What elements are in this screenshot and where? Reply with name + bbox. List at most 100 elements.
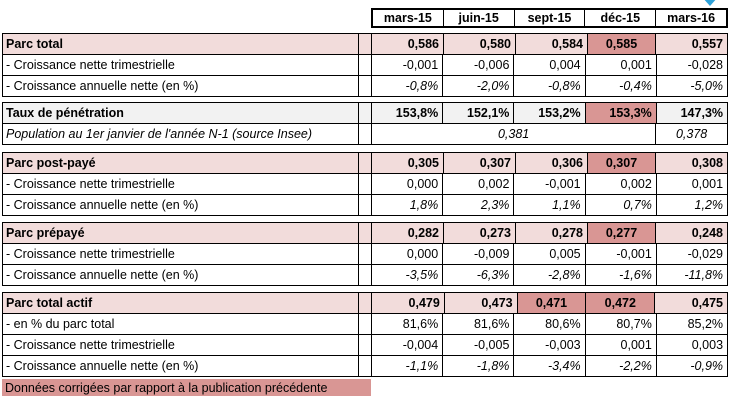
spacer-cell [358,55,371,75]
section-parc-total: Parc total 0,586 0,580 0,584 0,585 0,557… [2,33,728,97]
spacer-cell [358,223,371,243]
row-label: Parc total actif [3,293,358,313]
value-cell: -0,001 [371,55,442,75]
spacer-cell [358,314,371,334]
value-cell: -0,9% [655,356,727,376]
row-label: Parc post-payé [3,153,358,173]
column-header-row: mars-15 juin-15 sept-15 déc-15 mars-16 [371,8,728,28]
section-parc-post-paye: Parc post-payé 0,305 0,307 0,306 0,307 0… [2,152,728,216]
value-cell: 0,473 [443,293,517,313]
value-cell: 0,002 [584,174,656,194]
value-cell: -0,8% [371,76,442,96]
column-header-mars-16: mars-16 [655,10,726,26]
spacer-cell [358,174,371,194]
value-cell: 153,2% [513,103,585,123]
table-row: Taux de pénétration 153,8% 152,1% 153,2%… [3,103,728,123]
spacer-cell [358,356,371,376]
row-label: - Croissance nette trimestrielle [6,58,175,72]
value-cell: -1,8% [442,356,513,376]
row-label: - en % du parc total [6,317,115,331]
value-cell: 0,000 [371,174,442,194]
row-label: - Croissance annuelle nette (en %) [6,268,199,282]
value-cell: 0,278 [515,223,587,243]
value-cell: 0,001 [655,174,727,194]
spacer-cell [358,244,371,264]
table-row: - Croissance nette trimestrielle -0,001 … [3,54,727,75]
value-cell: 0,557 [655,34,727,54]
value-cell: 1,8% [371,195,442,215]
column-header-juin-15: juin-15 [442,10,514,26]
spacer-cell [358,293,371,313]
table-row: - Croissance annuelle nette (en %) 1,8% … [3,194,727,215]
corrected-value-cell: 0,585 [587,34,655,54]
spacer-cell [358,335,371,355]
section-taux-de-penetration: Taux de pénétration 153,8% 152,1% 153,2%… [2,102,728,145]
value-cell: -3,5% [371,265,442,285]
value-cell: -0,003 [513,335,584,355]
value-cell: 0,308 [655,153,727,173]
value-cell: 0,586 [371,34,443,54]
value-cell: -3,4% [513,356,584,376]
value-cell: -1,6% [584,265,656,285]
value-cell: -5,0% [655,76,727,96]
value-cell: 1,1% [513,195,584,215]
value-cell: 0,001 [584,335,656,355]
row-label: - Croissance nette trimestrielle [6,338,175,352]
spacer-cell [358,34,371,54]
value-cell: -0,009 [442,244,513,264]
value-cell: 0,001 [584,55,656,75]
value-cell: -1,1% [371,356,442,376]
value-cell: 81,6% [442,314,513,334]
spacer-cell [358,76,371,96]
value-cell: -0,4% [584,76,656,96]
table-row: - Croissance annuelle nette (en %) -1,1%… [3,355,727,376]
table-row: - Croissance nette trimestrielle 0,000 -… [3,243,727,264]
value-cell: 0,273 [443,223,515,243]
value-cell: -0,8% [513,76,584,96]
spacer-cell [358,124,371,144]
value-cell: 153,8% [371,103,443,123]
spacer-cell [358,103,371,123]
table-row: Parc prépayé 0,282 0,273 0,278 0,277 0,2… [3,223,727,243]
table-row: - Croissance annuelle nette (en %) -0,8%… [3,75,727,96]
corrected-value-cell: 0,277 [587,223,655,243]
value-cell: 0,305 [371,153,443,173]
value-cell: -6,3% [442,265,513,285]
spacer-cell [358,195,371,215]
value-cell: 80,6% [513,314,584,334]
table-row: - en % du parc total 81,6% 81,6% 80,6% 8… [3,313,727,334]
correction-legend: Données corrigées par rapport à la publi… [2,379,371,396]
table-row: Parc post-payé 0,305 0,307 0,306 0,307 0… [3,153,727,173]
value-cell: -0,004 [371,335,442,355]
value-cell: 0,282 [371,223,443,243]
merged-value-cell: 0,381 [371,124,655,144]
value-cell: -0,001 [584,244,656,264]
value-cell: 0,475 [654,293,727,313]
value-cell: 85,2% [655,314,727,334]
value-cell: -0,028 [655,55,727,75]
corrected-value-cell: 153,3% [584,103,656,123]
value-cell: 1,2% [655,195,727,215]
row-label: - Croissance nette trimestrielle [6,247,175,261]
table-row: - Croissance nette trimestrielle 0,000 0… [3,173,727,194]
value-cell: -0,005 [442,335,513,355]
table-row: - Croissance annuelle nette (en %) -3,5%… [3,264,727,285]
corrected-value-cell: 0,471 [516,293,586,313]
value-cell: 0,7% [584,195,656,215]
value-cell: -2,0% [442,76,513,96]
row-label: Population au 1er janvier de l'année N-1… [6,127,313,141]
row-label: - Croissance annuelle nette (en %) [6,198,199,212]
spacer-cell [358,153,371,173]
value-cell: 147,3% [655,103,728,123]
value-cell: 0,005 [513,244,584,264]
table-row: Parc total 0,586 0,580 0,584 0,585 0,557 [3,34,727,54]
value-cell: -0,029 [655,244,727,264]
table-row: Population au 1er janvier de l'année N-1… [3,123,727,144]
value-cell: 0,003 [655,335,727,355]
value-cell: 0,002 [442,174,513,194]
value-cell: 0,580 [443,34,515,54]
value-cell: -2,2% [584,356,656,376]
table-row: Parc total actif 0,479 0,473 0,471 0,472… [3,293,727,313]
section-parc-total-actif: Parc total actif 0,479 0,473 0,471 0,472… [2,292,728,377]
value-cell: 80,7% [584,314,656,334]
